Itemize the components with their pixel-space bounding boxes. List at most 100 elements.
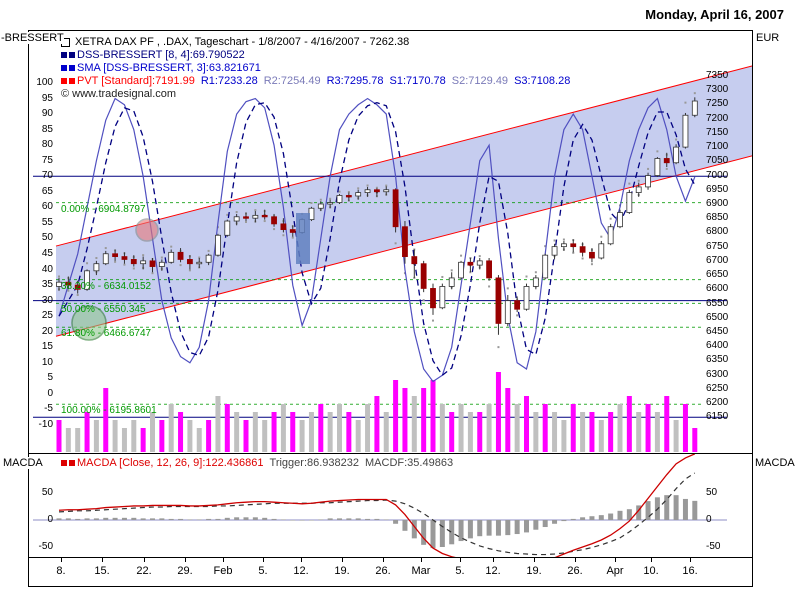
- dss-color-chip: [69, 52, 75, 59]
- time-axis-label: 12.: [293, 565, 309, 577]
- time-axis-label: 5.: [258, 565, 268, 577]
- right-axis-label: 6750: [706, 240, 729, 252]
- legend-sma-row: SMA [DSS-BRESSERT, 3]:63.821671: [61, 62, 576, 75]
- pvt-legend-segment: R2:7254.49: [263, 75, 321, 87]
- left-axis-label: 100: [36, 77, 53, 88]
- time-axis-label: 5.: [455, 565, 465, 577]
- right-axis-label: 7150: [706, 126, 729, 138]
- fib-level-label: 0.00% - 6904.8797: [61, 203, 146, 215]
- left-axis-label: 20: [41, 325, 53, 337]
- pvt-legend-segment: S1:7170.78: [389, 75, 446, 87]
- legend-pvt-row: PVT [Standard]:7191.99 R1:7233.28 R2:7254.…: [61, 75, 576, 88]
- macd-left-axis-label: 0: [47, 514, 53, 525]
- left-axis-label: 10: [41, 356, 53, 368]
- legend-sma-label: SMA [DSS-BRESSERT, 3]:63.821671: [77, 62, 261, 74]
- right-axis-label: 7000: [706, 169, 729, 181]
- macd-chart-canvas[interactable]: [29, 454, 752, 557]
- left-axis-label: 25: [41, 310, 53, 322]
- time-axis-tick: [144, 558, 145, 562]
- pvt-legend-segment: S3:7108.28: [514, 75, 571, 87]
- fib-level-label: 38.20% - 6634.0152: [61, 280, 152, 292]
- right-axis-label: 6400: [706, 340, 729, 352]
- time-axis-label: Mar: [411, 565, 431, 577]
- pvt-legend-segment: R1:7233.28: [200, 75, 258, 87]
- macd-scale-title-left: MACDA: [3, 457, 43, 469]
- time-axis-label: 16.: [682, 565, 698, 577]
- time-axis-tick: [460, 558, 461, 562]
- right-axis-label: 6450: [706, 325, 729, 337]
- pvt-legend-segment: PVT [Standard]:7191.99: [77, 75, 195, 87]
- left-axis-label: 75: [41, 154, 53, 166]
- right-axis-label: 6600: [706, 283, 729, 295]
- left-axis-label: 70: [41, 170, 53, 182]
- time-axis-tick: [421, 558, 422, 562]
- right-axis-label: 6250: [706, 382, 729, 394]
- time-axis-label: 8.: [56, 565, 66, 577]
- right-axis-label: 6650: [706, 269, 729, 281]
- time-axis-label: 29.: [177, 565, 193, 577]
- time-axis-tick: [651, 558, 652, 562]
- macd-right-axis-label: 0: [706, 514, 712, 525]
- left-axis-label: 80: [41, 139, 53, 151]
- macd-pane[interactable]: MACDA [Close, 12, 26, 9]:122.436861 Trigg…: [29, 454, 752, 558]
- pvt-legend-segment: S2:7129.49: [451, 75, 509, 87]
- time-axis-tick: [342, 558, 343, 562]
- macd-scale-title-right: MACDA: [755, 457, 795, 469]
- left-axis-label: -10: [38, 418, 53, 430]
- right-axis-label: 6300: [706, 368, 729, 380]
- macd-left-axis-label: -50: [38, 541, 53, 552]
- left-axis-label: 35: [41, 279, 53, 291]
- left-axis-label: 50: [41, 232, 53, 244]
- macd-legend-row: MACDA [Close, 12, 26, 9]:122.436861 Trigg…: [61, 457, 459, 470]
- chart-header: XETRA DAX PF , .DAX, Tageschart - 1/8/20…: [61, 36, 576, 101]
- right-scale-title: EUR: [756, 32, 780, 44]
- time-axis-label: Feb: [213, 565, 233, 577]
- price-chart-canvas[interactable]: [29, 31, 752, 453]
- right-axis-label: 6350: [706, 354, 729, 366]
- copyright: © www.tradesignal.com: [61, 88, 177, 100]
- left-axis-label: 0: [47, 387, 53, 399]
- time-axis-label: 19.: [334, 565, 350, 577]
- right-axis-label: 6800: [706, 226, 729, 238]
- left-axis-label: 65: [41, 185, 53, 197]
- right-axis-label: 7200: [706, 112, 729, 124]
- macd-right-axis-label: -50: [706, 541, 721, 552]
- macd-legend-segment: MACDA [Close, 12, 26, 9]:122.436861: [77, 457, 264, 469]
- time-axis-label: 22.: [136, 565, 152, 577]
- time-axis-label: 12.: [485, 565, 501, 577]
- left-axis-label: 90: [41, 108, 53, 120]
- macd-legend-segment: MACDF:35.49863: [365, 457, 454, 469]
- right-axis-label: 6150: [706, 411, 729, 423]
- right-axis-label: 7350: [706, 70, 729, 81]
- left-axis-label: 55: [41, 216, 53, 228]
- sma-color-chip: [61, 65, 67, 72]
- chart-frame: XETRA DAX PF , .DAX, Tageschart - 1/8/20…: [28, 30, 753, 587]
- legend-dss-label: DSS-BRESSERT [8, 4]:69.790522: [77, 49, 245, 61]
- right-axis-label: 6850: [706, 212, 729, 224]
- fib-level-label: 61.80% - 6466.6747: [61, 328, 152, 340]
- time-axis-tick: [185, 558, 186, 562]
- macd-right-axis-label: 50: [706, 487, 718, 498]
- left-axis-label: 30: [41, 294, 53, 306]
- time-axis-label: 26.: [375, 565, 391, 577]
- fib-level-label: 50.00% - 6550.345: [61, 304, 146, 316]
- macd-legend-segment: Trigger:86.938232: [269, 457, 360, 469]
- time-axis-tick: [493, 558, 494, 562]
- right-axis-label: 6950: [706, 183, 729, 195]
- time-axis-tick: [263, 558, 264, 562]
- right-axis-label: 6550: [706, 297, 729, 309]
- price-pane[interactable]: XETRA DAX PF , .DAX, Tageschart - 1/8/20…: [29, 31, 752, 454]
- time-axis-tick: [383, 558, 384, 562]
- time-axis-label: Apr: [606, 565, 624, 577]
- right-axis-label: 6900: [706, 197, 729, 209]
- legend-dss-row: DSS-BRESSERT [8, 4]:69.790522: [61, 49, 576, 62]
- left-axis-label: -5: [44, 403, 53, 415]
- left-axis-label: 40: [41, 263, 53, 275]
- left-axis-label: 85: [41, 123, 53, 135]
- left-axis-label: 45: [41, 247, 53, 259]
- time-axis-tick: [102, 558, 103, 562]
- macd-color-chip: [69, 460, 75, 467]
- sma-color-chip: [69, 65, 75, 72]
- time-axis-tick: [223, 558, 224, 562]
- left-scale-title: -BRESSERT: [1, 32, 64, 44]
